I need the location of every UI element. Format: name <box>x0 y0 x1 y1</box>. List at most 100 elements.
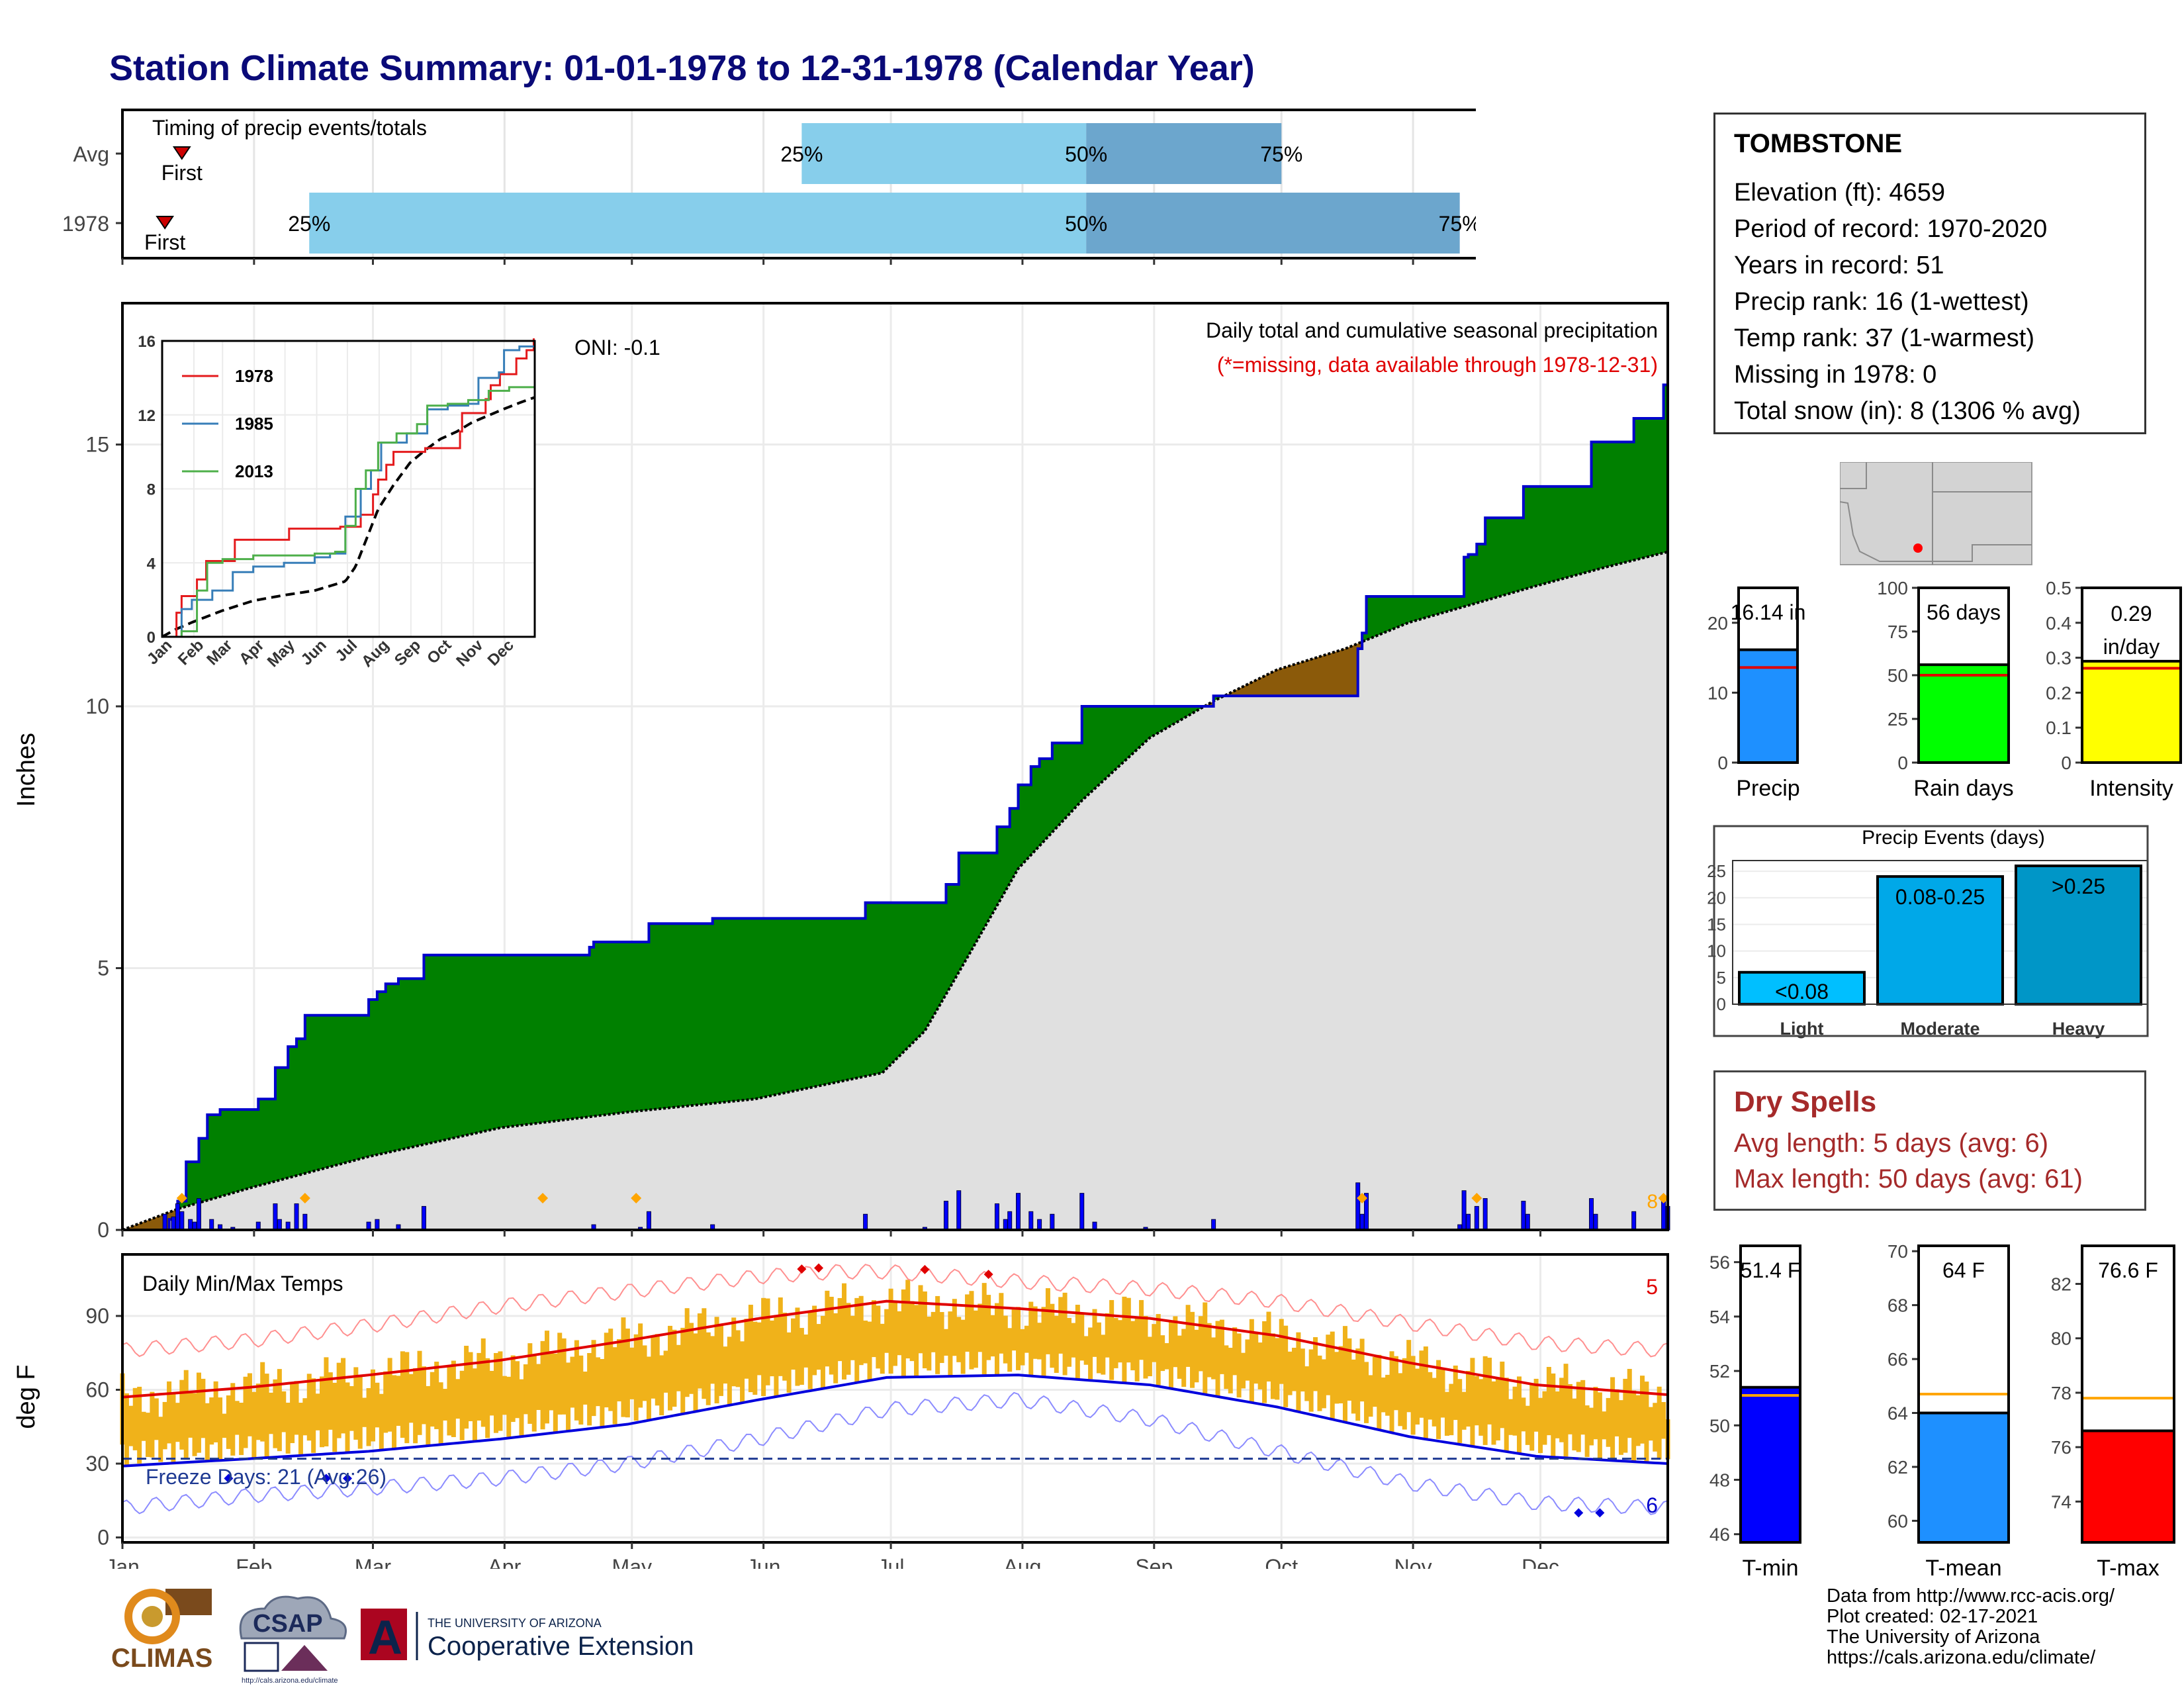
temp-daily-range-bar <box>850 1315 855 1360</box>
temp-daily-range-bar <box>791 1318 796 1370</box>
precip-daily-bar <box>1525 1213 1530 1231</box>
temp-daily-range-bar <box>468 1352 473 1421</box>
precip-daily-bar <box>1007 1211 1013 1231</box>
timing-percentile-label: 50% <box>1065 142 1107 166</box>
temp-daily-range-bar <box>1296 1332 1301 1412</box>
temp-daily-range-bar <box>370 1369 375 1442</box>
dry-spells-box: Dry Spells Avg length: 5 days (avg: 6) M… <box>1713 1070 2146 1211</box>
precip-daily-bar <box>375 1219 380 1231</box>
inset-y-tick-label: 0 <box>147 629 156 647</box>
temp-daily-range-bar <box>956 1317 962 1362</box>
temp-daily-range-bar <box>1618 1400 1623 1455</box>
summary-bar <box>1917 663 2010 764</box>
temp-daily-range-bar <box>1198 1316 1203 1372</box>
precip-daily-bar <box>1521 1200 1526 1231</box>
temperature-chart: 0 30 60 90 Daily Min/Max Temps Freeze Days: 2… <box>13 1253 1670 1569</box>
temp-daily-range-bar <box>485 1358 490 1438</box>
info-temp-rank: Temp rank: 37 (1-warmest) <box>1734 324 2035 352</box>
temp-daily-range-bar <box>1368 1375 1373 1417</box>
temp-daily-range-bar <box>1563 1364 1569 1457</box>
temp-daily-range-bar <box>1215 1321 1220 1396</box>
events-y-tick-label: 10 <box>1707 941 1726 961</box>
precip-daily-bar <box>1355 1182 1361 1231</box>
snow-day-marker <box>176 1193 187 1203</box>
temp-daily-range-bar <box>600 1359 605 1427</box>
month-axis-label: Dec <box>1522 1555 1559 1569</box>
record-low-marker <box>1574 1508 1584 1518</box>
temp-daily-range-bar <box>247 1373 252 1436</box>
temp-daily-range-bar <box>1126 1297 1131 1363</box>
temp-daily-range-bar <box>927 1317 932 1371</box>
temp-average-min-line <box>122 1374 1668 1468</box>
precip-daily-bar <box>171 1216 176 1231</box>
precip-daily-bar <box>956 1190 962 1231</box>
temp-daily-range-bar <box>1584 1405 1590 1458</box>
temp-daily-range-bar <box>277 1369 282 1452</box>
temp-daily-range-bar <box>553 1353 558 1432</box>
temp-daily-range-bar <box>608 1329 614 1411</box>
temp-daily-range-bar <box>769 1320 774 1377</box>
month-axis-label: Feb <box>236 1555 272 1569</box>
temp-record-min-line <box>122 1391 1668 1515</box>
temp-daily-range-bar <box>1525 1405 1530 1445</box>
timing-percentile-label: 75% <box>1260 142 1302 166</box>
precip-daily-bar <box>1028 1211 1034 1231</box>
temp-daily-range-bar <box>472 1368 477 1442</box>
temp-daily-range-bar <box>188 1390 193 1438</box>
summary-value-label: 64 F <box>1942 1258 1985 1282</box>
temp-daily-range-bar <box>124 1393 129 1466</box>
temp-daily-range-bar <box>222 1413 227 1438</box>
summary-bar <box>1739 1385 1801 1544</box>
temp-daily-range-bar <box>960 1319 966 1374</box>
temp-daily-range-bar <box>281 1391 287 1432</box>
temp-daily-range-bar <box>1567 1383 1572 1434</box>
temp-daily-range-bar <box>196 1372 201 1453</box>
temp-daily-range-bar <box>306 1374 312 1441</box>
snow-day-marker <box>299 1193 310 1203</box>
month-axis-label: Apr <box>488 1555 521 1569</box>
temp-daily-range-bar <box>799 1328 804 1385</box>
info-precip-rank: Precip rank: 16 (1-wettest) <box>1734 288 2029 316</box>
temp-daily-range-bar <box>510 1355 516 1423</box>
temp-daily-range-bar <box>1062 1292 1068 1376</box>
credit-university: The University of Arizona <box>1827 1626 2040 1648</box>
info-snow: Total snow (in): 8 (1306 % avg) <box>1734 397 2081 425</box>
temp-daily-range-bar <box>693 1333 698 1411</box>
temp-daily-range-bar <box>201 1378 206 1438</box>
precip-daily-bar <box>1037 1219 1042 1231</box>
temp-daily-range-bar <box>137 1386 142 1464</box>
temp-daily-range-bar <box>1028 1301 1034 1376</box>
temp-daily-range-bar <box>1096 1322 1101 1374</box>
temp-daily-range-bar <box>332 1382 338 1452</box>
record-low-marker <box>1595 1508 1605 1518</box>
inset-average-line <box>161 396 535 638</box>
summary-y-tick-label: 50 <box>1888 665 1908 686</box>
temp-daily-range-bar <box>680 1327 686 1413</box>
temp-daily-range-bar <box>718 1324 723 1396</box>
temp-daily-range-bar <box>731 1317 737 1387</box>
temp-daily-range-bar <box>1533 1378 1539 1432</box>
temp-daily-range-bar <box>1351 1359 1356 1414</box>
temp-daily-range-bar <box>1364 1362 1369 1423</box>
temp-daily-range-bar <box>999 1293 1004 1354</box>
temp-daily-range-bar <box>1436 1360 1441 1439</box>
temp-daily-range-bar <box>1542 1391 1547 1445</box>
temp-daily-range-bar <box>400 1351 405 1438</box>
temp-daily-range-bar <box>392 1375 397 1449</box>
inset-legend-label: 1985 <box>235 414 273 434</box>
precip-daily-bar <box>1050 1213 1055 1231</box>
temp-daily-range-bar <box>994 1303 999 1376</box>
temp-daily-range-bar <box>978 1303 983 1352</box>
temp-daily-range-bar <box>1177 1335 1182 1379</box>
temp-daily-range-bar <box>353 1367 359 1440</box>
temp-daily-range-bar <box>1559 1378 1565 1442</box>
temp-daily-range-bar <box>1092 1309 1097 1357</box>
temp-daily-range-bar <box>480 1338 486 1427</box>
precip-daily-bar <box>943 1200 948 1231</box>
temp-daily-range-bar <box>807 1311 813 1389</box>
temp-daily-range-bar <box>1606 1397 1611 1447</box>
precip-y-tick-label: 10 <box>85 694 109 718</box>
temp-daily-range-bar <box>612 1347 617 1425</box>
dry-spells-title: Dry Spells <box>1734 1086 1877 1118</box>
temp-daily-range-bar <box>515 1361 520 1419</box>
